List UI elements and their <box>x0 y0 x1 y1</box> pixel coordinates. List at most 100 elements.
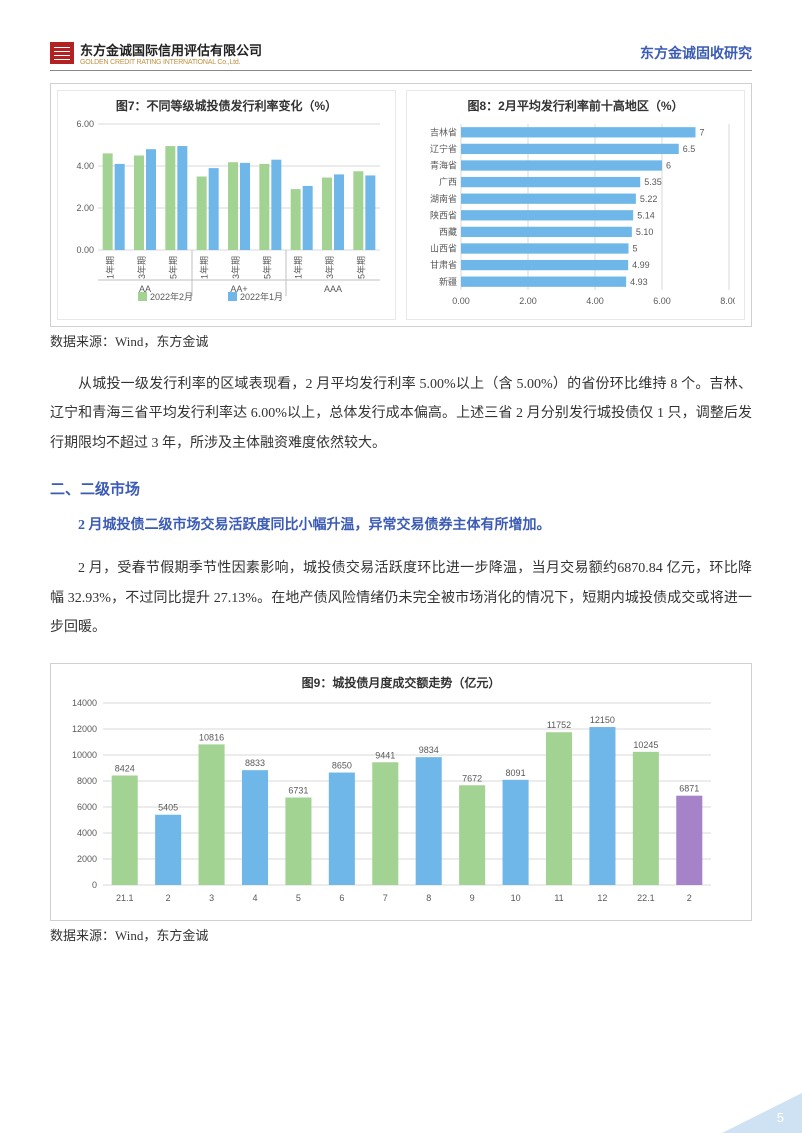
header-right-text: 东方金诚固收研究 <box>640 43 752 63</box>
svg-text:4.93: 4.93 <box>630 277 648 287</box>
svg-text:5.22: 5.22 <box>640 194 658 204</box>
svg-text:21.1: 21.1 <box>116 893 134 903</box>
svg-text:AAA: AAA <box>324 284 342 294</box>
svg-text:4.00: 4.00 <box>586 296 604 306</box>
svg-text:9: 9 <box>470 893 475 903</box>
svg-text:0.00: 0.00 <box>76 245 94 255</box>
svg-text:8650: 8650 <box>332 760 352 770</box>
svg-text:1年期: 1年期 <box>105 256 116 279</box>
svg-text:陕西省: 陕西省 <box>430 209 457 220</box>
svg-text:2022年1月: 2022年1月 <box>240 291 283 302</box>
svg-text:广西: 广西 <box>439 176 457 187</box>
chart9-title: 图9：城投债月度成交额走势（亿元） <box>61 674 741 691</box>
svg-text:5.14: 5.14 <box>637 210 655 220</box>
svg-text:5: 5 <box>633 244 638 254</box>
svg-text:湖南省: 湖南省 <box>430 193 457 204</box>
paragraph-1: 从城投一级发行利率的区域表现看，2 月平均发行利率 5.00%以上（含 5.00… <box>50 370 752 458</box>
svg-text:5.35: 5.35 <box>644 177 662 187</box>
svg-text:11752: 11752 <box>547 720 571 730</box>
svg-text:8833: 8833 <box>245 758 265 768</box>
svg-text:12150: 12150 <box>590 715 615 725</box>
section-2-bold: 2 月城投债二级市场交易活跃度同比小幅升温，异常交易债券主体有所增加。 <box>50 513 752 538</box>
svg-text:6000: 6000 <box>77 802 97 812</box>
svg-text:1年期: 1年期 <box>293 256 304 279</box>
svg-text:7: 7 <box>383 893 388 903</box>
svg-text:10245: 10245 <box>633 739 658 749</box>
chart7-svg: 0.00 2.00 4.00 6.00 1年期 3年期 5年期 1年期 3年期 5年期 1年期 3年期… <box>66 118 386 308</box>
logo: 东方金诚国际信用评估有限公司 GOLDEN CREDIT RATING INTE… <box>50 40 262 66</box>
svg-text:0: 0 <box>92 880 97 890</box>
svg-text:2.00: 2.00 <box>519 296 537 306</box>
svg-text:6871: 6871 <box>679 783 699 793</box>
logo-en-text: GOLDEN CREDIT RATING INTERNATIONAL Co.,L… <box>80 59 262 66</box>
svg-text:8000: 8000 <box>77 776 97 786</box>
svg-text:新疆: 新疆 <box>439 276 457 287</box>
svg-text:1年期: 1年期 <box>199 256 210 279</box>
chart7-box: 图7：不同等级城投债发行利率变化（%） 0.00 2.00 4.00 6.00 1年期 3… <box>57 90 396 320</box>
svg-text:9834: 9834 <box>419 745 439 755</box>
svg-text:8424: 8424 <box>115 763 135 773</box>
svg-text:8: 8 <box>426 893 431 903</box>
svg-text:西藏: 西藏 <box>439 226 457 237</box>
svg-text:4.00: 4.00 <box>76 161 94 171</box>
svg-text:2: 2 <box>687 893 692 903</box>
svg-text:11: 11 <box>554 893 563 903</box>
chart8-svg: 0.00 2.00 4.00 6.00 8.00 吉林省 7 辽宁省 6.5 青海省 6 广西 5.35… <box>415 118 735 308</box>
svg-text:3年期: 3年期 <box>230 256 241 279</box>
svg-text:5: 5 <box>296 893 301 903</box>
svg-text:0.00: 0.00 <box>452 296 470 306</box>
svg-text:10000: 10000 <box>72 750 97 760</box>
svg-text:8.00: 8.00 <box>720 296 735 306</box>
svg-text:4.99: 4.99 <box>632 260 650 270</box>
chart8-title: 图8：2月平均发行利率前十高地区（%） <box>415 97 736 114</box>
svg-text:甘肃省: 甘肃省 <box>430 259 457 270</box>
svg-text:12000: 12000 <box>72 724 97 734</box>
chart9-box: 图9：城投债月度成交额走势（亿元） 0 2000 4000 6000 8000 10000… <box>50 663 752 921</box>
section-2-heading: 二、二级市场 <box>50 478 752 499</box>
svg-text:4000: 4000 <box>77 828 97 838</box>
svg-text:5年期: 5年期 <box>355 256 366 279</box>
svg-text:2000: 2000 <box>77 854 97 864</box>
svg-text:5年期: 5年期 <box>167 256 178 279</box>
svg-text:6.5: 6.5 <box>683 144 696 154</box>
svg-text:14000: 14000 <box>72 698 97 708</box>
svg-text:2022年2月: 2022年2月 <box>150 291 193 302</box>
svg-text:2: 2 <box>166 893 171 903</box>
paragraph-2: 2 月，受春节假期季节性因素影响，城投债交易活跃度环比进一步降温，当月交易额约6… <box>50 554 752 642</box>
svg-text:3年期: 3年期 <box>136 256 147 279</box>
chart7-title: 图7：不同等级城投债发行利率变化（%） <box>66 97 387 114</box>
svg-text:2.00: 2.00 <box>76 203 94 213</box>
svg-text:8091: 8091 <box>506 767 526 777</box>
svg-text:山西省: 山西省 <box>430 243 457 254</box>
svg-text:6731: 6731 <box>288 785 308 795</box>
svg-text:7672: 7672 <box>462 773 482 783</box>
svg-text:6: 6 <box>339 893 344 903</box>
logo-icon <box>50 42 74 64</box>
svg-text:9441: 9441 <box>375 750 395 760</box>
page-number: 5 <box>777 1110 784 1125</box>
svg-text:3年期: 3年期 <box>324 256 335 279</box>
source-note-2: 数据来源：Wind，东方金诚 <box>50 925 752 944</box>
svg-text:7: 7 <box>700 127 705 137</box>
svg-text:辽宁省: 辽宁省 <box>430 143 457 154</box>
svg-text:12: 12 <box>597 893 607 903</box>
page-corner-accent <box>722 1093 802 1133</box>
svg-text:6: 6 <box>666 161 671 171</box>
svg-text:6.00: 6.00 <box>76 119 94 129</box>
svg-text:10816: 10816 <box>199 732 224 742</box>
svg-text:5.10: 5.10 <box>636 227 654 237</box>
page-header: 东方金诚国际信用评估有限公司 GOLDEN CREDIT RATING INTE… <box>50 40 752 71</box>
chart9-svg: 0 2000 4000 6000 8000 10000 12000 14000 8424 21.1… <box>61 695 721 905</box>
svg-text:4: 4 <box>252 893 257 903</box>
svg-text:5年期: 5年期 <box>261 256 272 279</box>
svg-text:3: 3 <box>209 893 214 903</box>
svg-text:6.00: 6.00 <box>653 296 671 306</box>
svg-text:青海省: 青海省 <box>430 160 457 171</box>
source-note-1: 数据来源：Wind，东方金诚 <box>50 331 752 350</box>
charts-row-7-8: 图7：不同等级城投债发行利率变化（%） 0.00 2.00 4.00 6.00 1年期 3… <box>50 83 752 327</box>
logo-cn-text: 东方金诚国际信用评估有限公司 <box>80 40 262 59</box>
svg-text:22.1: 22.1 <box>637 893 655 903</box>
svg-text:吉林省: 吉林省 <box>430 126 457 137</box>
svg-text:10: 10 <box>511 893 521 903</box>
svg-text:5405: 5405 <box>158 802 178 812</box>
